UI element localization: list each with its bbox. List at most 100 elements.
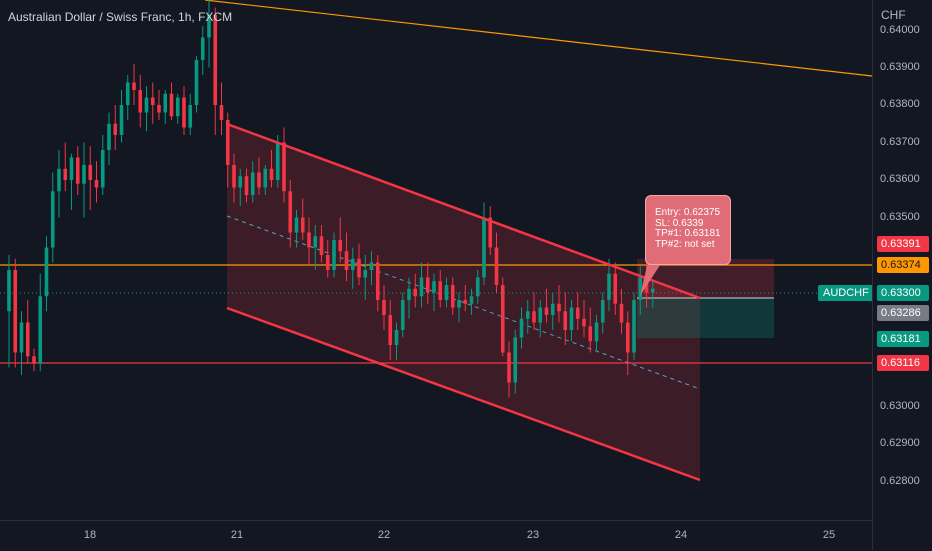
candle-up: [363, 270, 368, 278]
candle-down: [219, 105, 224, 120]
candle-down: [282, 142, 286, 192]
candle-down: [500, 285, 505, 353]
axis-currency: CHF: [881, 8, 906, 22]
candle-down: [94, 180, 99, 188]
candle-down: [494, 247, 499, 285]
take-profit-2-text: TP#2: not set: [655, 238, 715, 250]
candle-down: [75, 157, 80, 184]
candle-down: [375, 262, 380, 300]
candle-down: [232, 165, 236, 188]
candle-up: [400, 300, 405, 330]
candle-up: [432, 281, 436, 293]
candle-down: [463, 300, 468, 304]
channel-upper-line[interactable]: [226, 122, 701, 300]
candle-up: [350, 258, 355, 270]
candle-up: [638, 277, 643, 300]
chart-canvas[interactable]: [0, 0, 872, 520]
candle-down: [257, 172, 261, 188]
position-tooltip: Entry: 0.62375 SL: 0.6339 TP#1: 0.63181 …: [645, 195, 731, 265]
entry-text: Entry: 0.62375: [655, 207, 721, 218]
candle-up: [569, 307, 574, 330]
stop-loss-text: SL: 0.6339: [655, 217, 704, 229]
candle-up: [194, 60, 199, 105]
price-tick: 0.63900: [880, 61, 920, 73]
time-axis[interactable]: 18 21 22 23 24 25: [0, 520, 872, 551]
candle-up: [313, 236, 318, 248]
channel-lower-line[interactable]: [226, 306, 701, 482]
candle-down: [182, 97, 186, 128]
time-tick: 22: [377, 529, 391, 541]
candle-down: [563, 311, 568, 330]
price-tick: 0.63800: [880, 98, 920, 110]
candle-down: [288, 191, 293, 233]
time-tick: 24: [674, 529, 688, 541]
candle-down: [613, 273, 618, 304]
time-tick: 21: [230, 529, 244, 541]
candle-down: [138, 90, 143, 113]
resistance-price-label: 0.63374: [877, 257, 929, 273]
candle-up: [407, 288, 411, 300]
price-tick: 0.62800: [880, 475, 920, 487]
candle-up: [125, 82, 130, 105]
candle-up: [332, 240, 336, 270]
candle-up: [238, 176, 243, 188]
candle-up: [57, 168, 61, 192]
candle-up: [119, 105, 124, 135]
candle-up: [207, 15, 211, 38]
candle-down: [488, 217, 493, 248]
candle-down: [88, 165, 93, 180]
candle-down: [307, 232, 311, 248]
candle-up: [19, 322, 24, 353]
candles-layer: [7, 0, 655, 398]
candle-up: [188, 105, 193, 128]
price-tick: 0.63000: [880, 400, 920, 412]
candle-down: [157, 105, 161, 113]
candle-up: [419, 277, 424, 297]
candle-up: [607, 273, 611, 300]
candle-up: [263, 168, 268, 188]
symbol-tag: AUDCHF: [818, 285, 872, 301]
candle-up: [482, 217, 486, 278]
candle-up: [600, 300, 605, 323]
candle-up: [294, 217, 299, 233]
last-price-label: 0.63300: [877, 285, 929, 301]
chart-area[interactable]: Australian Dollar / Swiss Franc, 1h, FXC…: [0, 0, 872, 520]
time-tick: 25: [822, 529, 836, 541]
price-tick: 0.62900: [880, 437, 920, 449]
candle-up: [469, 296, 474, 304]
candle-down: [450, 285, 455, 308]
time-tick: 23: [526, 529, 540, 541]
candle-down: [213, 15, 218, 105]
candle-down: [438, 281, 443, 300]
take-profit-1-text: TP#1: 0.63181: [655, 228, 721, 239]
candle-down: [588, 326, 593, 342]
candle-down: [13, 270, 18, 353]
candle-down: [132, 82, 136, 90]
time-tick: 18: [83, 529, 97, 541]
candle-down: [300, 217, 305, 233]
candle-up: [513, 337, 518, 383]
candle-down: [344, 251, 349, 270]
candle-down: [113, 123, 118, 135]
candle-down: [319, 236, 324, 255]
candle-up: [369, 262, 374, 270]
candle-down: [150, 97, 155, 105]
candle-up: [444, 285, 449, 300]
price-axis[interactable]: CHF 0.64000 0.63900 0.63800 0.63700 0.63…: [872, 0, 932, 550]
candle-down: [575, 307, 580, 319]
candle-down: [32, 356, 36, 364]
price-tick: 0.63500: [880, 211, 920, 223]
candle-up: [525, 311, 530, 319]
candle-up: [100, 150, 105, 188]
candle-down: [325, 255, 330, 270]
orange-trend-line[interactable]: [204, 0, 872, 77]
candle-down: [544, 307, 549, 315]
price-tick: 0.64000: [880, 24, 920, 36]
candle-up: [82, 165, 86, 184]
candle-down: [619, 303, 624, 323]
candle-down: [532, 311, 536, 323]
candle-down: [244, 176, 249, 195]
price-tick: 0.63700: [880, 136, 920, 148]
candle-up: [650, 288, 655, 293]
candle-up: [69, 157, 74, 180]
